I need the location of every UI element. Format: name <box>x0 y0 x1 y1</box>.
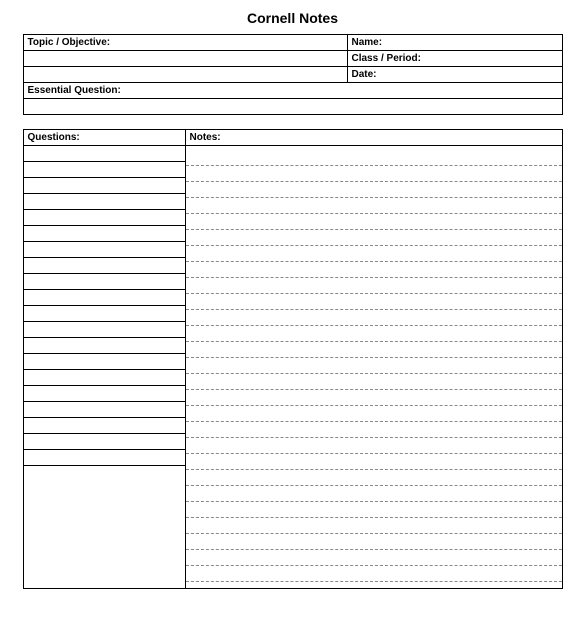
question-line[interactable] <box>23 242 185 258</box>
header-row-1: Topic / Objective: Name: <box>23 34 563 51</box>
question-line[interactable] <box>23 178 185 194</box>
question-line[interactable] <box>23 386 185 402</box>
question-line[interactable] <box>23 162 185 178</box>
notes-line <box>186 230 562 246</box>
header-row-2: Class / Period: <box>23 51 563 67</box>
question-line[interactable] <box>23 194 185 210</box>
notes-column: Notes: <box>185 129 563 589</box>
topic-blank-1[interactable] <box>23 51 347 67</box>
question-line[interactable] <box>23 450 185 466</box>
notes-line <box>186 486 562 502</box>
question-line[interactable] <box>23 402 185 418</box>
questions-header: Questions: <box>23 129 185 146</box>
notes-line <box>186 470 562 486</box>
notes-line <box>186 246 562 262</box>
essential-question-label: Essential Question: <box>23 83 563 99</box>
notes-line <box>186 358 562 374</box>
question-line[interactable] <box>23 306 185 322</box>
notes-line <box>186 342 562 358</box>
notes-line <box>186 374 562 390</box>
notes-line <box>186 454 562 470</box>
notes-line <box>186 278 562 294</box>
question-line[interactable] <box>23 338 185 354</box>
essential-blank-1[interactable] <box>23 99 563 115</box>
notes-line <box>186 326 562 342</box>
question-line[interactable] <box>23 370 185 386</box>
question-line[interactable] <box>23 274 185 290</box>
question-line[interactable] <box>23 226 185 242</box>
question-line[interactable] <box>23 322 185 338</box>
header-section: Topic / Objective: Name: Class / Period:… <box>23 34 563 115</box>
question-line[interactable] <box>23 210 185 226</box>
topic-objective-label: Topic / Objective: <box>23 34 347 51</box>
section-gap <box>23 115 563 129</box>
notes-line <box>186 198 562 214</box>
question-line[interactable] <box>23 290 185 306</box>
cornell-notes-page: Cornell Notes Topic / Objective: Name: C… <box>23 0 563 589</box>
page-title: Cornell Notes <box>23 10 563 26</box>
notes-lines <box>186 150 562 582</box>
main-section: Questions: Notes: <box>23 129 563 589</box>
notes-line <box>186 262 562 278</box>
notes-line <box>186 182 562 198</box>
class-period-label: Class / Period: <box>347 51 563 67</box>
notes-line <box>186 214 562 230</box>
notes-line <box>186 294 562 310</box>
question-line[interactable] <box>23 434 185 450</box>
notes-line <box>186 502 562 518</box>
notes-line <box>186 534 562 550</box>
notes-body[interactable] <box>185 146 563 589</box>
notes-line <box>186 390 562 406</box>
notes-line <box>186 518 562 534</box>
notes-line <box>186 150 562 166</box>
notes-line <box>186 550 562 566</box>
questions-remainder[interactable] <box>23 466 185 589</box>
notes-line <box>186 438 562 454</box>
question-line[interactable] <box>23 418 185 434</box>
notes-line <box>186 422 562 438</box>
question-line[interactable] <box>23 354 185 370</box>
name-label: Name: <box>347 34 563 51</box>
notes-line <box>186 566 562 582</box>
date-label: Date: <box>347 67 563 83</box>
questions-column: Questions: <box>23 129 185 589</box>
notes-line <box>186 166 562 182</box>
header-row-3: Date: <box>23 67 563 83</box>
questions-lines[interactable] <box>23 146 185 466</box>
notes-line <box>186 406 562 422</box>
topic-blank-2[interactable] <box>23 67 347 83</box>
notes-header: Notes: <box>185 129 563 146</box>
question-line[interactable] <box>23 258 185 274</box>
question-line[interactable] <box>23 146 185 162</box>
notes-line <box>186 310 562 326</box>
